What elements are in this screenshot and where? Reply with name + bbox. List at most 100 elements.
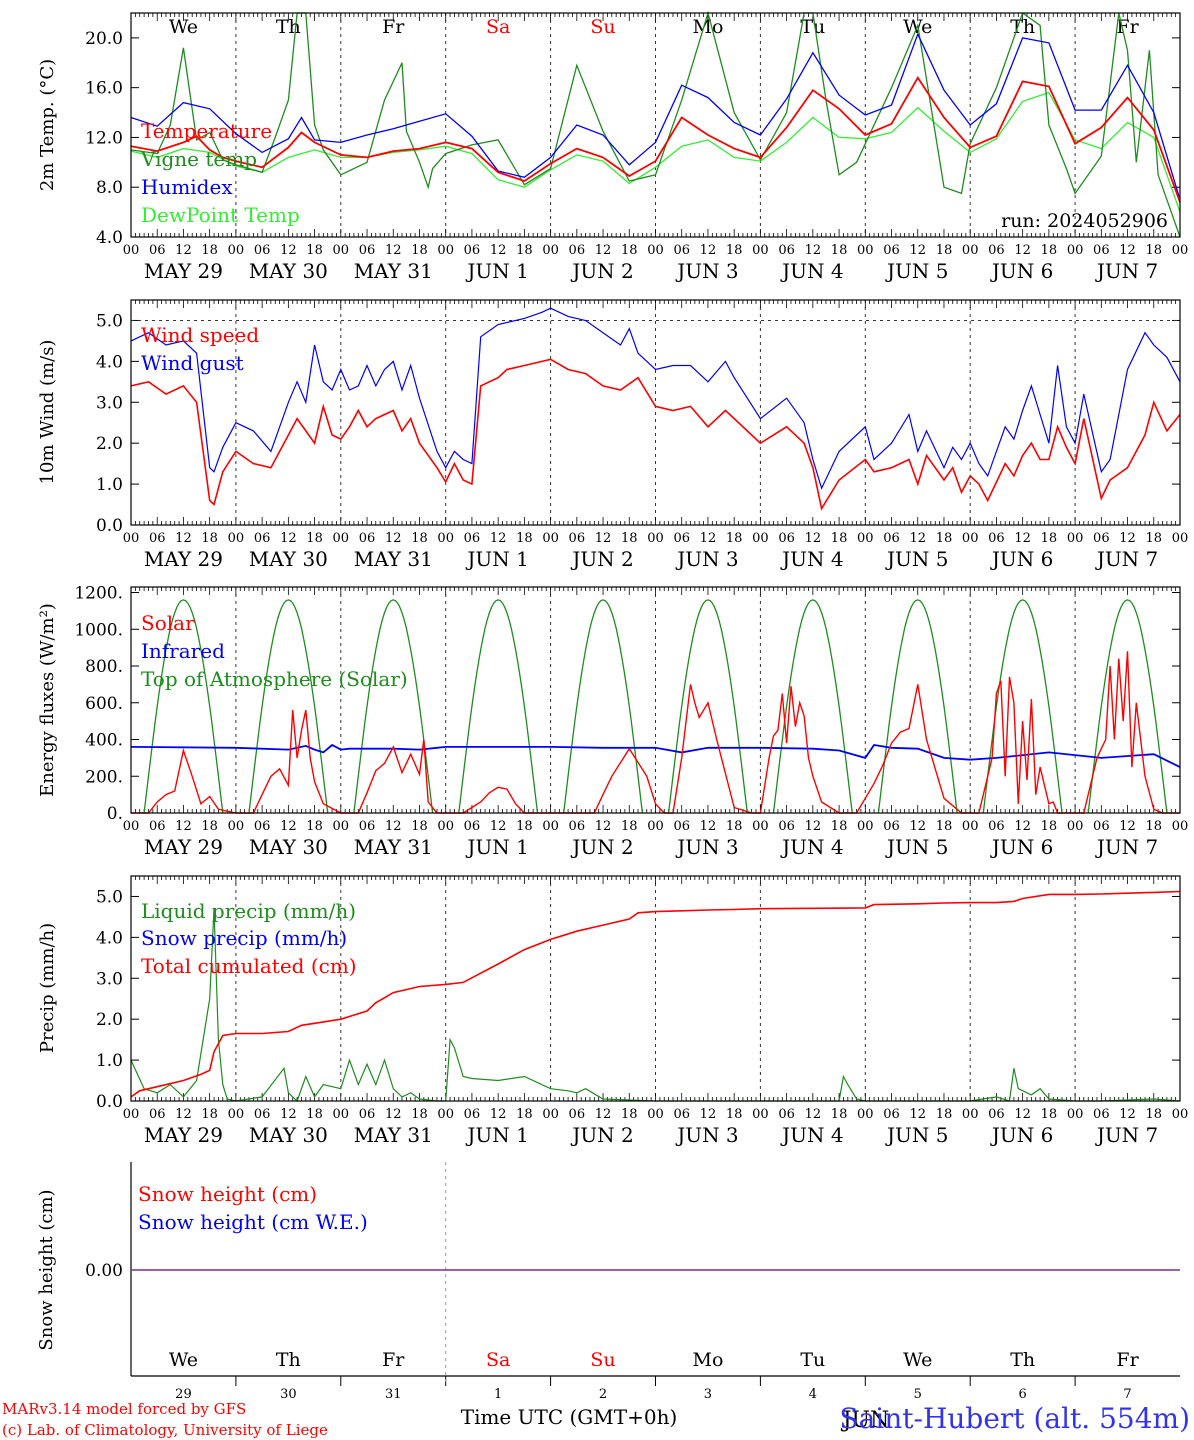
- date-label: JUN 2: [570, 547, 633, 571]
- hour-tick-label: 12: [490, 531, 507, 546]
- hour-tick-label: 12: [909, 819, 926, 834]
- hour-tick-label: 18: [201, 819, 218, 834]
- hour-tick-label: 06: [359, 819, 376, 834]
- hour-tick-label: 00: [333, 1107, 350, 1122]
- hour-tick-label: 12: [805, 531, 822, 546]
- day-number-label: 1: [494, 1387, 502, 1402]
- hour-tick-label: 12: [700, 243, 717, 258]
- date-label: JUN 4: [780, 1123, 843, 1147]
- hour-tick-label: 06: [673, 1107, 690, 1122]
- hour-tick-label: 12: [1014, 531, 1031, 546]
- y-tick-label: 200.: [85, 767, 123, 787]
- y-tick-label: 2.0: [96, 1010, 123, 1030]
- date-label: JUN 4: [780, 835, 843, 859]
- series-humidex: [130, 32, 1181, 200]
- date-label: MAY 31: [354, 835, 433, 859]
- hour-tick-label: 12: [595, 243, 612, 258]
- hour-tick-label: 18: [1146, 1107, 1163, 1122]
- hour-tick-label: 12: [175, 243, 192, 258]
- hour-tick-label: 00: [437, 819, 454, 834]
- hour-tick-label: 18: [726, 531, 743, 546]
- date-label: MAY 29: [144, 835, 223, 859]
- hour-tick-label: 06: [254, 531, 271, 546]
- hour-tick-label: 12: [490, 243, 507, 258]
- hour-tick-label: 18: [306, 243, 323, 258]
- hour-tick-label: 12: [805, 243, 822, 258]
- weekday-label: Fr: [1116, 1349, 1139, 1371]
- date-label: JUN 7: [1095, 547, 1158, 571]
- hour-tick-label: 18: [411, 819, 428, 834]
- weekday-label: We: [903, 1349, 932, 1371]
- hour-tick-label: 00: [1067, 531, 1084, 546]
- hour-tick-label: 06: [359, 1107, 376, 1122]
- hour-tick-label: 06: [569, 243, 586, 258]
- hour-tick-label: 18: [411, 243, 428, 258]
- y-tick-label: 2.0: [96, 434, 123, 454]
- legend-entry: DewPoint Temp: [141, 203, 300, 227]
- date-label: JUN 6: [990, 835, 1053, 859]
- hour-tick-label: 00: [123, 1107, 140, 1122]
- y-axis-label: Precip (mm/h): [37, 923, 58, 1053]
- hour-tick-label: 00: [123, 531, 140, 546]
- hour-tick-label: 00: [1067, 819, 1084, 834]
- hour-tick-label: 06: [254, 243, 271, 258]
- legend-entry: Wind speed: [141, 323, 259, 347]
- hour-tick-label: 12: [385, 1107, 402, 1122]
- hour-tick-label: 00: [123, 819, 140, 834]
- weekday-label: Mo: [692, 16, 723, 38]
- y-tick-label: 8.0: [96, 178, 123, 198]
- day-number-label: 31: [385, 1387, 402, 1402]
- hour-tick-label: 00: [333, 819, 350, 834]
- series-toa-solar: [563, 599, 644, 814]
- hour-tick-label: 18: [516, 1107, 533, 1122]
- date-label: MAY 30: [249, 547, 328, 571]
- y-tick-label: 4.0: [96, 352, 123, 372]
- hour-tick-label: 00: [1172, 819, 1189, 834]
- hour-tick-label: 06: [1093, 819, 1110, 834]
- hour-tick-label: 18: [936, 531, 953, 546]
- weekday-label: Sa: [486, 1349, 510, 1371]
- hour-tick-label: 18: [936, 243, 953, 258]
- date-label: JUN 6: [990, 259, 1053, 283]
- date-label: JUN 7: [1095, 835, 1158, 859]
- hour-tick-label: 00: [857, 243, 874, 258]
- hour-tick-label: 12: [700, 1107, 717, 1122]
- series-toa-solar: [353, 599, 434, 814]
- y-tick-label: 0.: [107, 804, 123, 824]
- y-tick-label: 3.0: [96, 393, 123, 413]
- hour-tick-label: 06: [254, 1107, 271, 1122]
- y-axis-label: Snow height (cm): [36, 1189, 57, 1350]
- weekday-label: Sa: [486, 16, 510, 38]
- date-label: JUN 5: [885, 1123, 948, 1147]
- y-tick-label: 800.: [85, 657, 123, 677]
- hour-tick-label: 12: [700, 531, 717, 546]
- series-toa-solar: [982, 599, 1063, 814]
- y-tick-label: 1200.: [74, 584, 123, 604]
- hour-tick-label: 00: [647, 531, 664, 546]
- hour-tick-label: 18: [936, 1107, 953, 1122]
- y-tick-label: 400.: [85, 731, 123, 751]
- hour-tick-label: 06: [988, 819, 1005, 834]
- hour-tick-label: 06: [149, 819, 166, 834]
- legend-entry: Solar: [141, 611, 195, 635]
- date-label: MAY 29: [144, 1123, 223, 1147]
- series-total-cumulated: [130, 890, 1181, 1098]
- day-number-label: 5: [914, 1387, 922, 1402]
- hour-tick-label: 18: [1041, 1107, 1058, 1122]
- hour-tick-label: 06: [883, 819, 900, 834]
- month-overlay: JUN: [841, 1408, 890, 1433]
- hour-tick-label: 06: [988, 531, 1005, 546]
- series-dewpoint-temp: [130, 91, 1181, 213]
- hour-tick-label: 06: [359, 243, 376, 258]
- date-label: JUN 4: [780, 259, 843, 283]
- hour-tick-label: 18: [1146, 531, 1163, 546]
- hour-tick-label: 18: [1146, 243, 1163, 258]
- hour-tick-label: 06: [883, 531, 900, 546]
- date-label: JUN 2: [570, 1123, 633, 1147]
- x-axis-label: Time UTC (GMT+0h): [461, 1405, 678, 1429]
- hour-tick-label: 00: [437, 243, 454, 258]
- hour-tick-label: 18: [1041, 243, 1058, 258]
- hour-tick-label: 12: [1014, 243, 1031, 258]
- y-axis-label: 10m Wind (m/s): [37, 340, 58, 485]
- hour-tick-label: 18: [621, 1107, 638, 1122]
